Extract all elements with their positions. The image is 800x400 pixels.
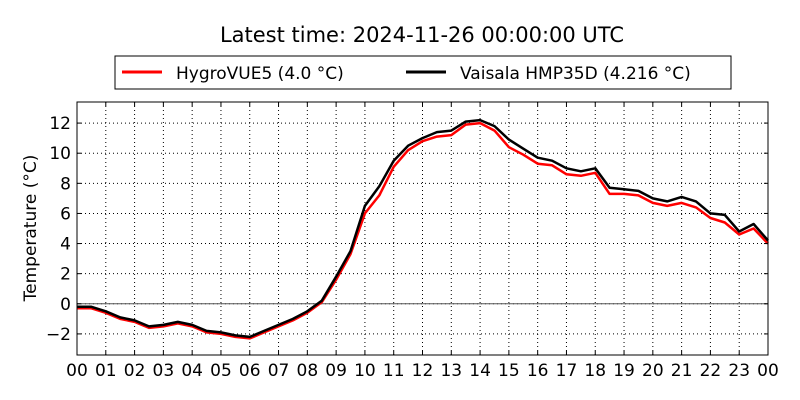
x-tick-label: 22 [700, 361, 722, 381]
x-tick-label: 23 [728, 361, 750, 381]
y-tick-label: 0 [60, 295, 71, 315]
series-line-hygrovue5 [77, 121, 769, 340]
y-tick-label: 6 [60, 204, 71, 224]
chart-title: Latest time: 2024-11-26 00:00:00 UTC [220, 23, 624, 47]
x-tick-label: 18 [584, 361, 606, 381]
x-tick-label: 20 [642, 361, 664, 381]
x-tick-label: 16 [527, 361, 549, 381]
x-tick-label: 13 [440, 361, 462, 381]
y-tick-label: 2 [60, 265, 71, 285]
x-tick-label: 02 [124, 361, 146, 381]
x-tick-label: 01 [95, 361, 117, 381]
series-line-vaisala [77, 118, 769, 339]
y-tick-label: 4 [60, 235, 71, 255]
x-axis: 00 01 02 03 04 05 06 07 08 09 10 11 12 13 14 15 16 17 18 19… [66, 102, 779, 381]
x-tick-label: 05 [210, 361, 232, 381]
y-tick-label: 10 [49, 144, 71, 164]
x-tick-label: 12 [412, 361, 434, 381]
x-tick-label: 03 [153, 361, 175, 381]
x-tick-label: 21 [671, 361, 693, 381]
y-tick-label: 8 [60, 174, 71, 194]
x-tick-label: 17 [556, 361, 578, 381]
y-tick-label: 12 [49, 114, 71, 134]
series-lines [77, 118, 769, 340]
x-tick-label: 09 [325, 361, 347, 381]
y-axis-label: Temperature (°C) [21, 155, 41, 303]
x-tick-label: 00 [66, 361, 88, 381]
y-tick-label: −2 [46, 325, 71, 345]
x-tick-label: 07 [268, 361, 290, 381]
legend-label-hygrovue5: HygroVUE5 (4.0 °C) [176, 64, 344, 84]
legend: HygroVUE5 (4.0 °C) Vaisala HMP35D (4.216… [114, 55, 732, 90]
x-tick-label: 10 [354, 361, 376, 381]
x-tick-label: 00 [757, 361, 779, 381]
x-tick-label: 04 [181, 361, 203, 381]
x-tick-label: 15 [498, 361, 520, 381]
x-tick-label: 19 [613, 361, 635, 381]
x-tick-label: 06 [239, 361, 261, 381]
x-tick-label: 11 [383, 361, 405, 381]
x-tick-label: 14 [469, 361, 491, 381]
y-axis: −2 0 2 4 6 8 10 12 [46, 114, 768, 345]
legend-label-vaisala: Vaisala HMP35D (4.216 °C) [460, 64, 691, 84]
x-tick-label: 08 [297, 361, 319, 381]
